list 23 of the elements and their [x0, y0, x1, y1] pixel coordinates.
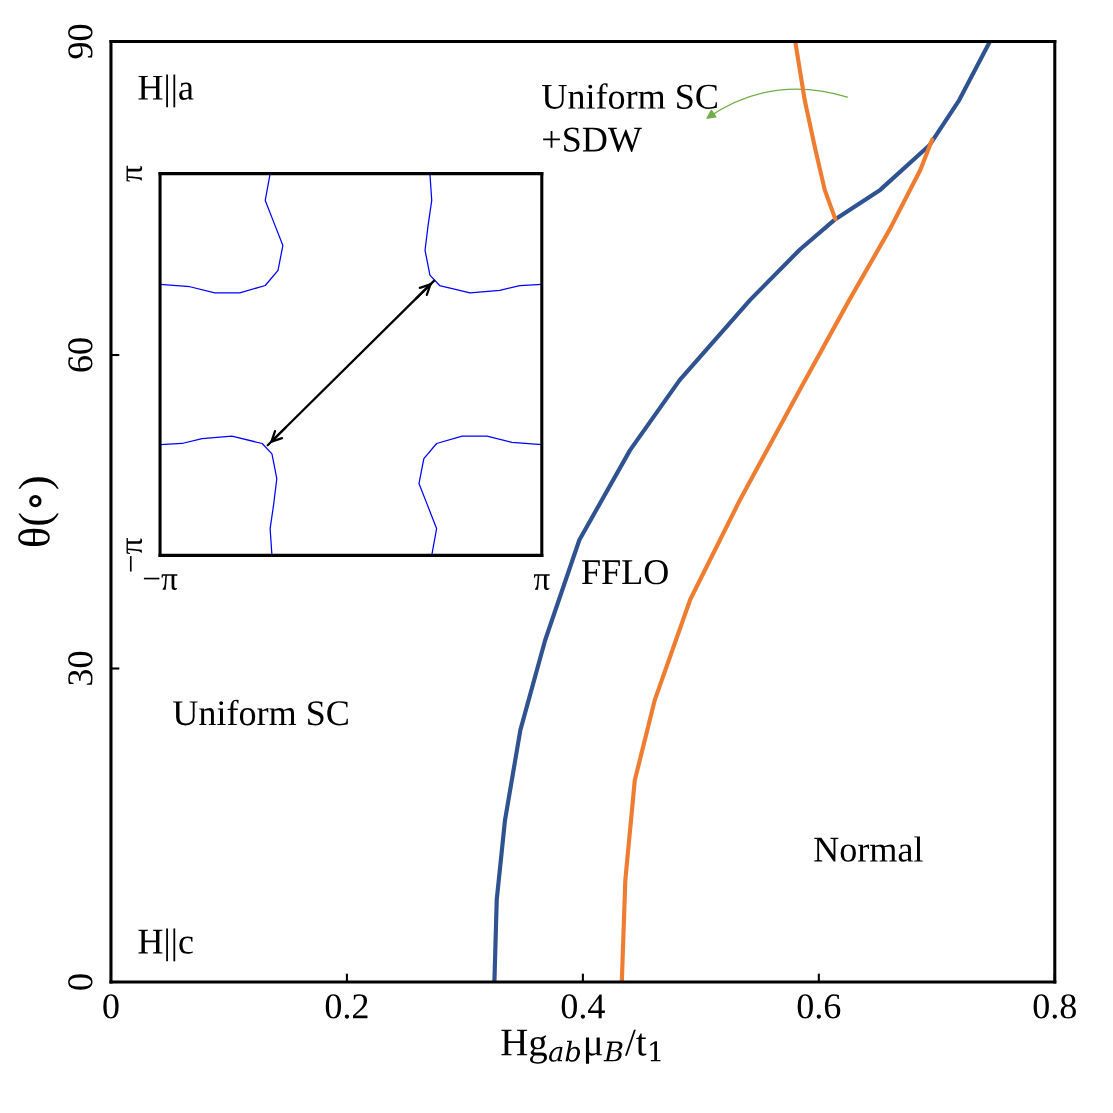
y-axis-title: θ(∘) [18, 477, 59, 547]
annotation: Uniform SC +SDW [542, 83, 717, 152]
line-series [793, 41, 838, 222]
x-tick-label: 0.4 [561, 994, 605, 1019]
x-tick-label: 0.6 [797, 994, 841, 1019]
y-tick-label: 90 [68, 24, 93, 59]
annotation: H||a [138, 74, 194, 108]
line-series [492, 41, 992, 982]
y-tick-label: 0 [68, 974, 93, 990]
y-tick-label: 30 [68, 651, 93, 685]
line-series [160, 173, 284, 294]
x-tick-label: 0.2 [325, 994, 368, 1019]
line-series [160, 435, 278, 556]
x-tick-label: 0 [103, 994, 119, 1019]
line-series [424, 173, 542, 294]
annotation: Uniform SC [173, 699, 348, 726]
y-tick-label: 60 [68, 338, 93, 372]
x-tick-label: 0.8 [1033, 994, 1076, 1019]
annotation: H||c [138, 928, 193, 962]
annotation: Normal [814, 836, 923, 862]
annotation: FFLO [582, 560, 668, 585]
line-series [418, 435, 542, 556]
x-axis-title: Hg$_{ab}$μ$_{B}$/t$_{1}$ [501, 1029, 661, 1064]
